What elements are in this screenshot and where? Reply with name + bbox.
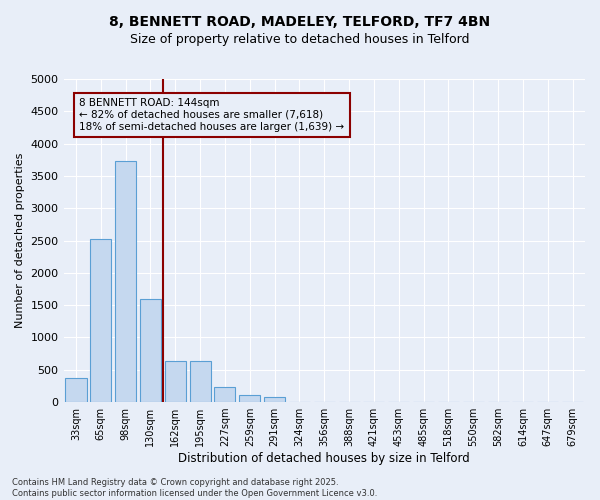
Bar: [264, 397, 285, 402]
Bar: [214, 387, 235, 402]
Bar: [190, 362, 211, 402]
Bar: [140, 298, 161, 402]
Text: Size of property relative to detached houses in Telford: Size of property relative to detached ho…: [130, 32, 470, 46]
Bar: [90, 238, 112, 402]
Bar: [115, 161, 136, 402]
Y-axis label: Number of detached properties: Number of detached properties: [15, 153, 25, 328]
Text: 8, BENNETT ROAD, MADELEY, TELFORD, TF7 4BN: 8, BENNETT ROAD, MADELEY, TELFORD, TF7 4…: [109, 15, 491, 29]
X-axis label: Distribution of detached houses by size in Telford: Distribution of detached houses by size …: [178, 452, 470, 465]
Bar: [65, 378, 86, 402]
Text: Contains HM Land Registry data © Crown copyright and database right 2025.
Contai: Contains HM Land Registry data © Crown c…: [12, 478, 377, 498]
Bar: [165, 362, 186, 402]
Bar: [239, 395, 260, 402]
Text: 8 BENNETT ROAD: 144sqm
← 82% of detached houses are smaller (7,618)
18% of semi-: 8 BENNETT ROAD: 144sqm ← 82% of detached…: [79, 98, 344, 132]
